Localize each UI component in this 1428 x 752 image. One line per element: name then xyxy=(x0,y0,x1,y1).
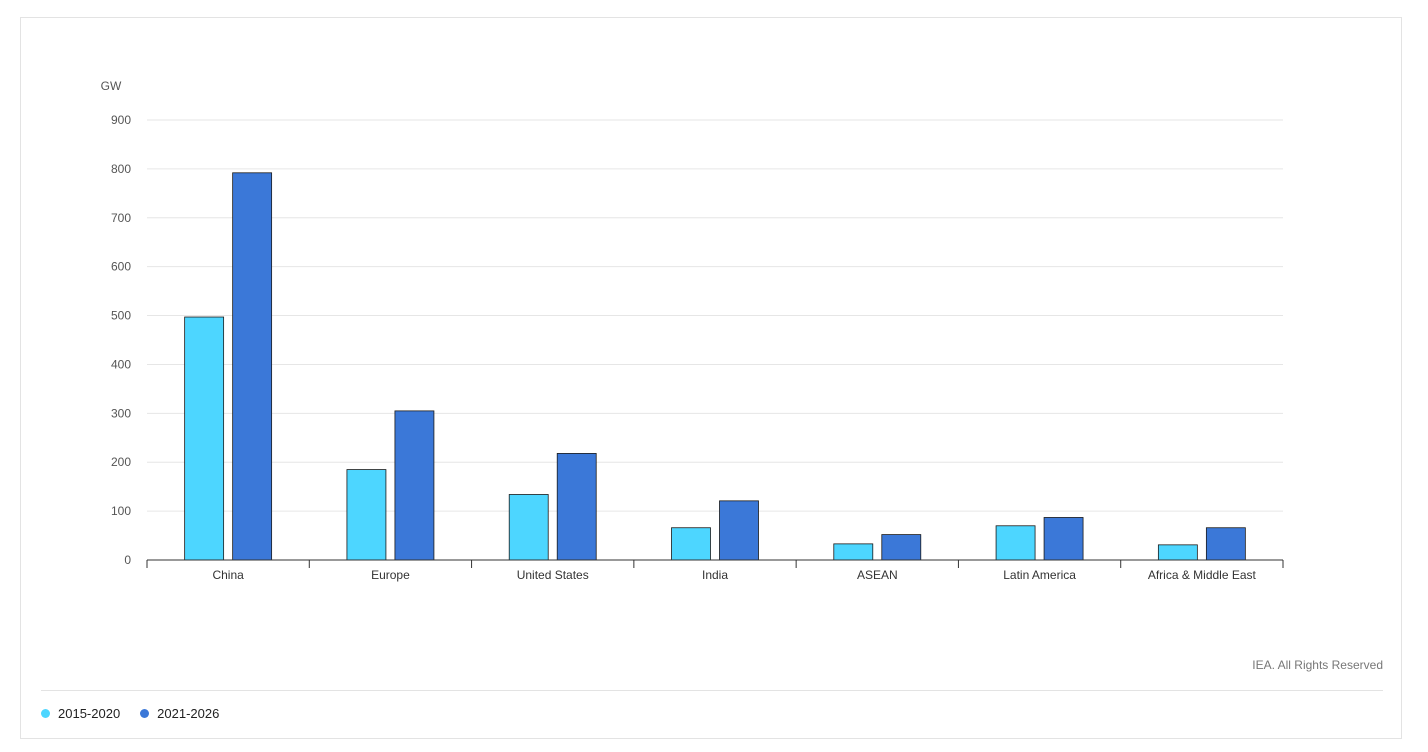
bar-2015-2020-africa-middle-east[interactable] xyxy=(1157,544,1198,561)
y-tick-label: 300 xyxy=(111,406,131,420)
x-tick-label: China xyxy=(212,568,244,582)
y-tick-label: 600 xyxy=(111,260,131,274)
y-tick-label: 700 xyxy=(111,211,131,225)
legend-divider xyxy=(41,690,1383,691)
bar-2015-2020-latin-america[interactable] xyxy=(995,525,1036,561)
legend-swatch-2021-2026 xyxy=(140,709,150,718)
y-tick-label: 500 xyxy=(111,309,131,323)
bar-2015-2020-india[interactable] xyxy=(671,527,711,561)
y-tick-label: 900 xyxy=(111,113,131,127)
y-tick-label: 100 xyxy=(111,504,131,518)
legend-label-2015-2020: 2015-2020 xyxy=(58,706,121,721)
bars xyxy=(184,172,1246,561)
y-tick-label: 200 xyxy=(111,455,131,469)
bar-2021-2026-africa-middle-east[interactable] xyxy=(1205,527,1246,561)
bar-2015-2020-china[interactable] xyxy=(184,316,225,561)
bar-2015-2020-europe[interactable] xyxy=(346,469,387,561)
x-tick-label: India xyxy=(702,568,728,582)
x-tick-label: ASEAN xyxy=(857,568,898,582)
copyright-credit: IEA. All Rights Reserved xyxy=(1252,658,1383,672)
bar-2021-2026-china[interactable] xyxy=(232,172,273,561)
legend: 2015-2020 2021-2026 xyxy=(41,706,219,721)
y-axis-ticks: 0 100 200 300 400 500 600 700 800 900 xyxy=(111,113,131,567)
bar-2015-2020-asean[interactable] xyxy=(833,543,874,561)
bar-2021-2026-india[interactable] xyxy=(719,500,759,561)
y-tick-label: 400 xyxy=(111,357,131,371)
legend-label-2021-2026: 2021-2026 xyxy=(157,706,220,721)
bar-2021-2026-united-states[interactable] xyxy=(556,453,597,561)
x-tick-label: Latin America xyxy=(1003,568,1076,582)
x-tick-label: United States xyxy=(517,568,589,582)
y-tick-label: 0 xyxy=(124,553,131,567)
y-unit-label: GW xyxy=(101,79,122,93)
gridlines xyxy=(147,119,1283,512)
legend-item-2021-2026[interactable]: 2021-2026 xyxy=(140,706,219,721)
legend-swatch-2015-2020 xyxy=(41,709,50,718)
x-tick-label: Africa & Middle East xyxy=(1148,568,1257,582)
y-tick-label: 800 xyxy=(111,162,131,176)
bar-2021-2026-latin-america[interactable] xyxy=(1043,517,1084,561)
legend-item-2015-2020[interactable]: 2015-2020 xyxy=(41,706,120,721)
bar-2015-2020-united-states[interactable] xyxy=(508,494,549,561)
x-axis-ticks: China Europe United States India ASEAN Latin … xyxy=(212,568,1256,582)
bar-2021-2026-asean[interactable] xyxy=(881,534,922,561)
x-tick-label: Europe xyxy=(371,568,410,582)
bar-2021-2026-europe[interactable] xyxy=(394,410,435,561)
x-axis xyxy=(146,559,1284,568)
